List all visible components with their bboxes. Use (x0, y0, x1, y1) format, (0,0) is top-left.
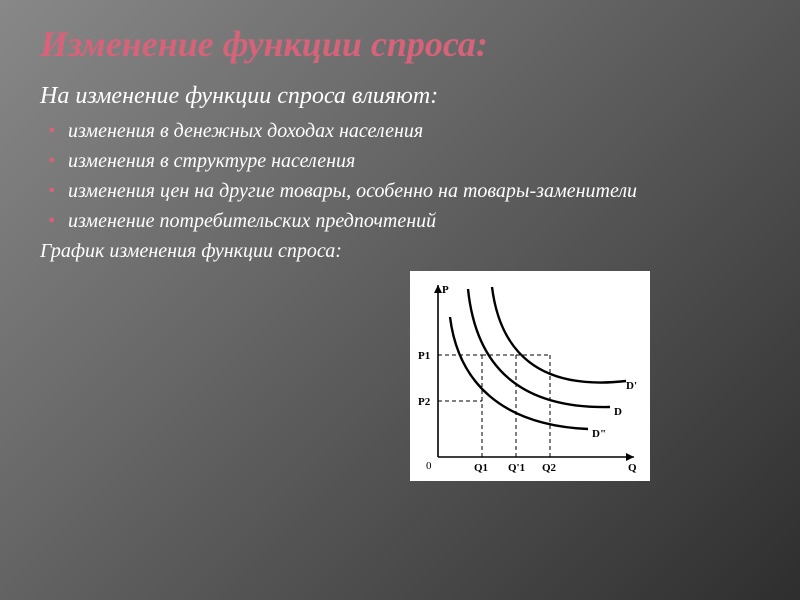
svg-text:P: P (442, 284, 449, 296)
bullet-list: изменения в денежных доходах населения и… (40, 118, 760, 234)
svg-text:Q1: Q1 (474, 462, 488, 474)
list-item: изменения цен на другие товары, особенно… (40, 178, 760, 204)
list-item: изменения в структуре населения (40, 148, 760, 174)
slide-title: Изменение функции спроса: (40, 24, 760, 65)
svg-text:Q2: Q2 (542, 462, 557, 474)
svg-text:0: 0 (426, 460, 432, 472)
svg-text:P1: P1 (418, 350, 430, 362)
svg-text:P2: P2 (418, 396, 431, 408)
demand-shift-chart: D" D D' P1 P2 Q1 Q'1 Q2 P Q 0 (410, 271, 650, 481)
list-item: изменения в денежных доходах населения (40, 118, 760, 144)
svg-text:Q: Q (628, 462, 637, 474)
slide-subtitle: На изменение функции спроса влияют: (40, 83, 760, 110)
svg-text:D: D (614, 406, 622, 418)
chart-container: D" D D' P1 P2 Q1 Q'1 Q2 P Q 0 (40, 271, 760, 481)
chart-caption: График изменения функции спроса: (40, 240, 760, 263)
svg-text:D": D" (592, 428, 606, 440)
svg-text:Q'1: Q'1 (508, 462, 525, 474)
svg-text:D': D' (626, 380, 637, 392)
list-item: изменение потребительских предпочтений (40, 208, 760, 234)
